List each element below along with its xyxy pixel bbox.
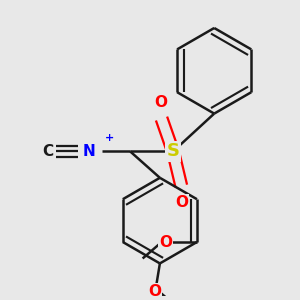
Text: +: +	[105, 133, 114, 143]
Text: O: O	[154, 95, 167, 110]
Text: N: N	[83, 144, 95, 159]
Text: C: C	[42, 144, 53, 159]
Text: O: O	[159, 235, 172, 250]
Text: O: O	[176, 195, 188, 210]
Text: O: O	[148, 284, 161, 299]
Text: S: S	[167, 142, 179, 160]
